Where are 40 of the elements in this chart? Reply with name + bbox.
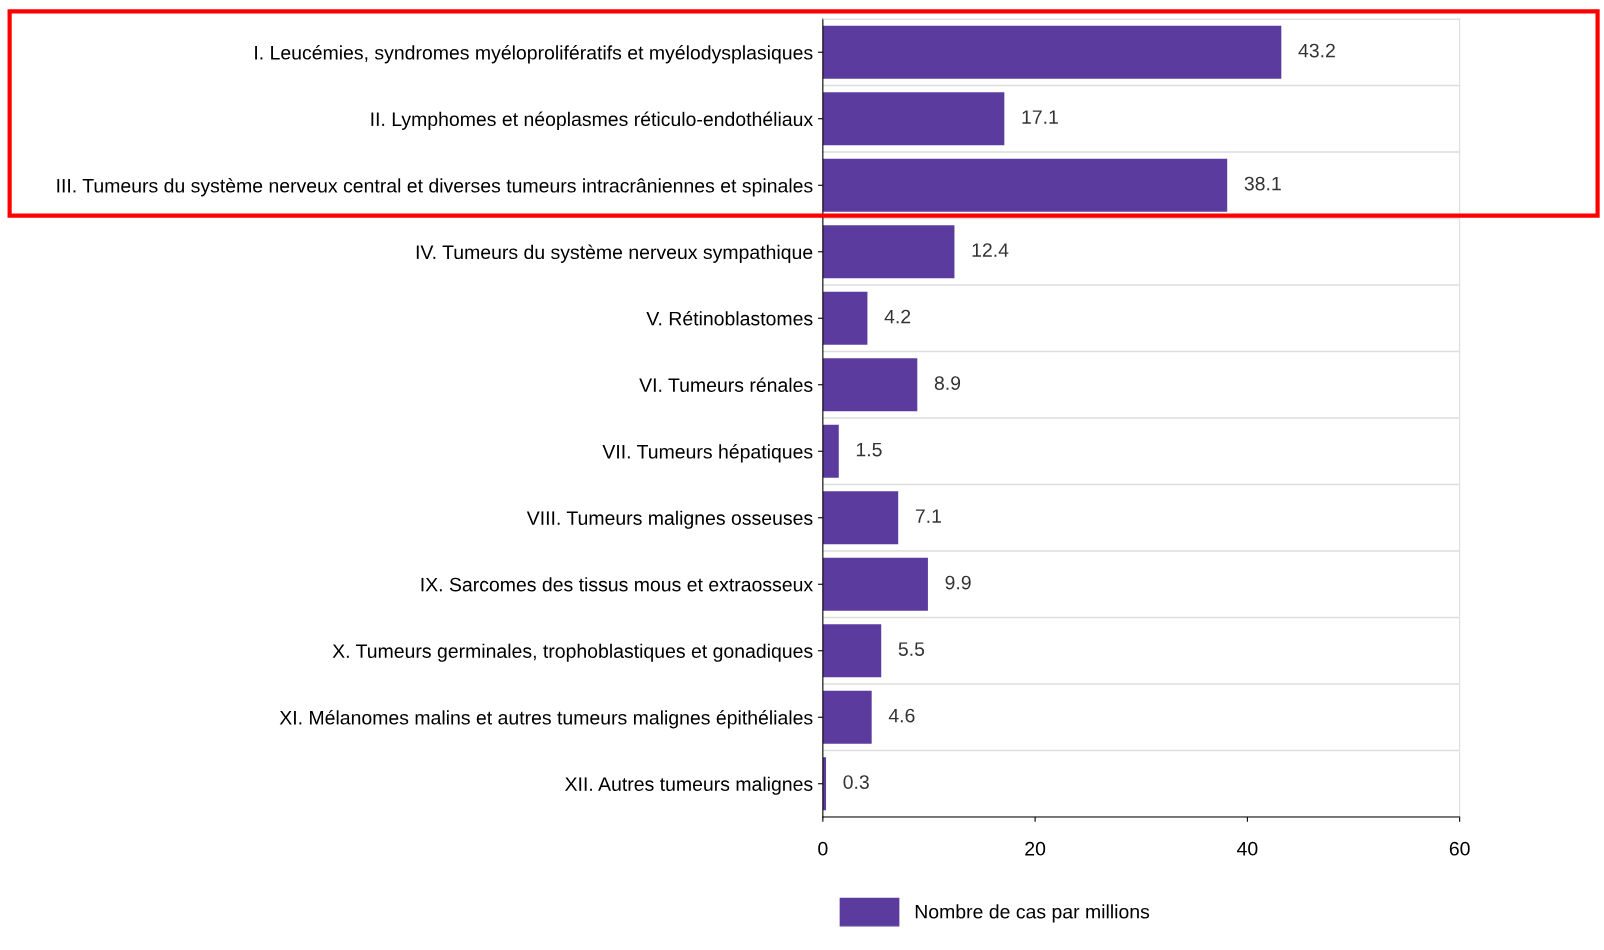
y-tick-label: VII. Tumeurs hépatiques	[602, 444, 813, 463]
y-tick-label: XII. Autres tumeurs malignes	[565, 776, 813, 795]
y-tick-label: III. Tumeurs du système nerveux central et diverses tumeurs intracrâniennes et spinales	[57, 178, 813, 197]
bar	[822, 25, 1282, 79]
y-tick-label: VI. Tumeurs rénales	[639, 377, 813, 392]
y-tick-label: I. Leucémies, syndromes myéloprolifératifs et myélodysplasiques	[255, 45, 813, 64]
y-tick-label: IV. Tumeurs du système nerveux sympathique	[416, 244, 813, 263]
data-label: 17.1	[1022, 110, 1058, 124]
data-label: 43.2	[1298, 43, 1335, 58]
bar	[822, 624, 882, 678]
y-tick-label: VIII. Tumeurs malignes osseuses	[526, 510, 813, 529]
data-label: 8.9	[934, 376, 961, 390]
data-label: 1.5	[856, 442, 882, 457]
data-label: 7.1	[915, 509, 941, 523]
x-tick-label: 0	[818, 841, 828, 856]
data-label: 0.3	[843, 775, 869, 789]
x-tick-label: 20	[1025, 841, 1046, 856]
data-label: 5.5	[898, 642, 925, 656]
x-tick-label: 60	[1449, 841, 1470, 856]
legend-label: Nombre de cas par millions	[915, 904, 1150, 923]
bar	[822, 92, 1005, 146]
bar	[822, 690, 872, 744]
x-tick-label: 40	[1237, 841, 1258, 856]
bar	[822, 291, 868, 345]
y-tick-label: XI. Mélanomes malins et autres tumeurs malignes épithéliales	[279, 710, 813, 729]
y-tick-label: X. Tumeurs germinales, trophoblastiques et gonadiques	[332, 643, 813, 662]
bar	[822, 424, 839, 478]
bar	[822, 491, 899, 545]
bar	[822, 225, 955, 279]
data-label: 4.6	[888, 708, 915, 723]
bar	[822, 358, 918, 412]
data-label: 9.9	[945, 575, 971, 590]
y-tick-label: V. Rétinoblastomes	[646, 310, 813, 326]
data-label: 12.4	[972, 243, 1009, 257]
bar	[822, 158, 1228, 212]
data-label: 4.2	[884, 309, 911, 324]
y-tick-label: II. Lymphomes et néoplasmes réticulo-endothéliaux	[371, 111, 813, 130]
y-tick-label: IX. Sarcomes des tissus mous et extraosseux	[421, 577, 813, 592]
bar	[822, 557, 928, 611]
data-label: 38.1	[1244, 176, 1281, 191]
